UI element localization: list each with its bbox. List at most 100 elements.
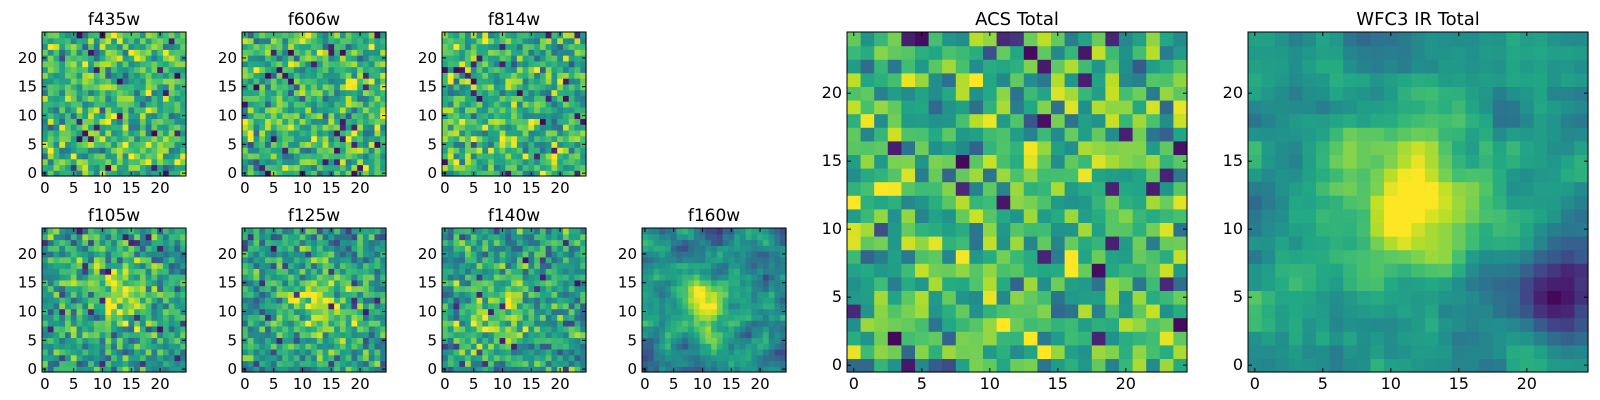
heatmap-cell xyxy=(928,195,943,210)
heatmap-cell xyxy=(728,302,735,310)
heatmap-cell xyxy=(534,147,541,154)
heatmap-cell xyxy=(368,239,376,246)
heatmap-cell xyxy=(59,331,66,339)
heatmap-cell xyxy=(1159,222,1174,237)
heatmap-cell xyxy=(516,83,524,91)
heatmap-cell xyxy=(122,343,129,350)
heatmap-cell xyxy=(380,95,387,102)
heatmap-cell xyxy=(768,366,776,373)
heatmap-cell xyxy=(488,55,495,62)
heatmap-cell xyxy=(511,256,518,264)
heatmap-cell xyxy=(174,274,181,281)
heatmap-cell xyxy=(368,170,376,177)
heatmap-cell xyxy=(151,106,158,114)
heatmap-cell xyxy=(105,152,112,160)
heatmap-cell xyxy=(942,249,957,264)
heatmap-cell xyxy=(253,228,260,235)
heatmap-cell xyxy=(151,112,158,119)
heatmap-cell xyxy=(157,297,164,304)
heatmap-cell xyxy=(162,348,170,356)
heatmap-cell xyxy=(568,366,576,373)
heatmap-cell xyxy=(282,274,289,281)
heatmap-cell xyxy=(734,239,741,246)
heatmap-cell xyxy=(545,228,553,235)
heatmap-cell xyxy=(768,308,776,315)
heatmap-cell xyxy=(145,66,153,73)
heatmap-cell xyxy=(180,285,187,292)
heatmap-cell xyxy=(362,106,370,114)
heatmap-cell xyxy=(693,308,701,315)
heatmap-cell xyxy=(693,228,701,235)
heatmap-cell xyxy=(111,83,118,91)
heatmap-cell xyxy=(574,32,581,39)
heatmap-cell xyxy=(693,337,701,344)
heatmap-cell xyxy=(47,302,55,310)
heatmap-cell xyxy=(534,101,541,108)
heatmap-cell xyxy=(476,331,483,339)
heatmap-cell xyxy=(493,147,501,154)
heatmap-cell xyxy=(562,89,570,96)
heatmap-cell xyxy=(470,343,478,350)
heatmap-cell xyxy=(105,274,112,281)
heatmap-cell xyxy=(1132,208,1147,223)
heatmap-cell xyxy=(1119,236,1134,251)
heatmap-cell xyxy=(180,152,187,160)
heatmap-cell xyxy=(357,348,364,356)
heatmap-cell xyxy=(488,274,495,281)
heatmap-cell xyxy=(357,164,364,171)
heatmap-cell xyxy=(442,106,449,114)
heatmap-cell xyxy=(59,228,66,235)
heatmap-cell xyxy=(442,158,449,166)
heatmap-cell xyxy=(901,358,916,373)
heatmap-cell xyxy=(53,343,60,350)
heatmap-cell xyxy=(293,291,301,298)
heatmap-cell xyxy=(93,291,101,298)
heatmap-cell xyxy=(168,251,176,258)
heatmap-cell xyxy=(276,135,283,143)
heatmap-cell xyxy=(1119,276,1134,291)
heatmap-cell xyxy=(442,331,449,339)
heatmap-cell xyxy=(357,152,364,160)
heatmap-cell xyxy=(711,337,718,344)
heatmap-cell xyxy=(305,297,312,304)
heatmap-cell xyxy=(93,106,101,114)
heatmap-cell xyxy=(539,343,547,350)
heatmap-cell xyxy=(557,49,564,56)
heatmap-cell xyxy=(362,302,370,310)
heatmap-cell xyxy=(470,124,478,131)
heatmap-cell xyxy=(253,78,260,85)
heatmap-cell xyxy=(99,37,106,45)
heatmap-cell xyxy=(139,112,147,119)
heatmap-cell xyxy=(339,228,347,235)
heatmap-cell xyxy=(145,268,153,275)
heatmap-cell xyxy=(516,72,524,79)
heatmap-cell xyxy=(534,60,541,68)
heatmap-cell xyxy=(1010,276,1025,291)
heatmap-cell xyxy=(316,268,324,275)
heatmap-cell xyxy=(488,320,495,327)
heatmap-cell xyxy=(453,233,460,241)
heatmap-cell xyxy=(653,279,660,287)
heatmap-cell xyxy=(1037,331,1052,346)
heatmap-cell xyxy=(516,32,524,39)
heatmap-cell xyxy=(162,124,170,131)
heatmap-cell xyxy=(76,72,83,79)
heatmap-cell xyxy=(642,262,649,269)
heatmap-cell xyxy=(316,135,324,143)
heatmap-cell xyxy=(693,354,701,362)
heatmap-cell xyxy=(887,195,902,210)
heatmap-cell xyxy=(53,274,60,281)
heatmap-cell xyxy=(65,37,72,45)
heatmap-cell xyxy=(465,239,472,246)
heatmap-cell xyxy=(705,279,712,287)
heatmap-cell xyxy=(328,268,335,275)
heatmap-cell xyxy=(299,164,306,171)
heatmap-cell xyxy=(305,274,312,281)
heatmap-cell xyxy=(551,360,558,367)
heatmap-cell xyxy=(887,358,902,373)
heatmap-cell xyxy=(757,331,764,339)
heatmap-cell xyxy=(574,89,581,96)
heatmap-cell xyxy=(699,279,706,287)
heatmap-cell xyxy=(305,320,312,327)
heatmap-cell xyxy=(762,279,770,287)
